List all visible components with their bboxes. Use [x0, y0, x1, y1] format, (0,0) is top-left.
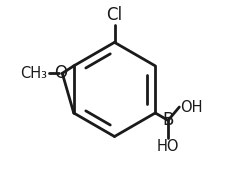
- Text: OH: OH: [180, 100, 203, 114]
- Text: O: O: [55, 64, 67, 82]
- Text: Cl: Cl: [106, 6, 123, 24]
- Text: HO: HO: [157, 139, 179, 154]
- Text: CH₃: CH₃: [20, 66, 47, 81]
- Text: B: B: [162, 111, 174, 129]
